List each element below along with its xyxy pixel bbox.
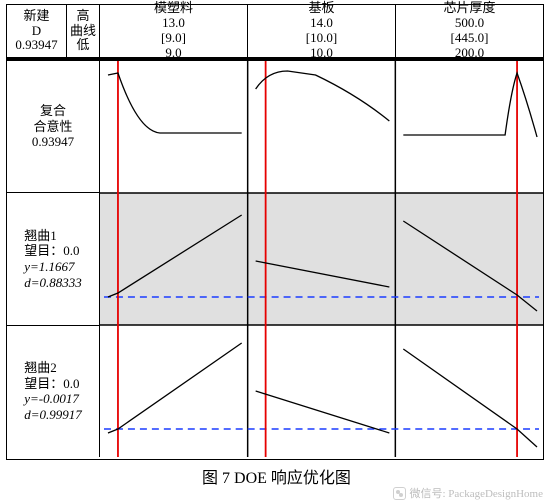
- doe-plot-frame: 新建 D 0.93947 高 曲线 低 模塑料 13.0 [9.0] 9.0 基…: [6, 4, 544, 460]
- rl2-1: 望目：0.0: [24, 376, 82, 392]
- fac2-hi: 500.0: [455, 16, 484, 31]
- header-row: 新建 D 0.93947 高 曲线 低 模塑料 13.0 [9.0] 9.0 基…: [7, 5, 543, 61]
- header-newblock: 新建 D 0.93947: [7, 5, 67, 57]
- header-factor-1: 基板 14.0 [10.0] 10.0: [248, 5, 396, 57]
- row-label-2-inner: 翘曲2 望目：0.0 y=-0.0017 d=0.99917: [24, 360, 82, 422]
- row-label-0: 复合 合意性 0.93947: [7, 61, 99, 193]
- rl0-1: 合意性: [32, 119, 74, 135]
- hcl-lo: 低: [76, 38, 89, 53]
- header-factor-0: 模塑料 13.0 [9.0] 9.0: [100, 5, 248, 57]
- rl0-2: 0.93947: [32, 134, 74, 150]
- fac2-mid: [445.0]: [451, 31, 489, 46]
- rl1-2: y=1.1667: [24, 259, 82, 275]
- watermark: 微信号: PackageDesignHome: [393, 485, 544, 501]
- hcl-mid: 曲线: [70, 24, 96, 39]
- fac2-lo: 200.0: [455, 46, 484, 61]
- fac1-mid: [10.0]: [306, 31, 337, 46]
- row-label-1: 翘曲1 望目：0.0 y=1.1667 d=0.88333: [7, 193, 99, 325]
- hdr-new-l3: 0.93947: [15, 38, 57, 53]
- fac0-hi: 13.0: [162, 16, 185, 31]
- row-label-2: 翘曲2 望目：0.0 y=-0.0017 d=0.99917: [7, 326, 99, 457]
- header-factor-2: 芯片厚度 500.0 [445.0] 200.0: [396, 5, 543, 57]
- fac0-mid: [9.0]: [161, 31, 186, 46]
- hdr-new-l2: D: [32, 24, 41, 39]
- watermark-text: 微信号: PackageDesignHome: [410, 485, 544, 501]
- fac1-lo: 10.0: [310, 46, 333, 61]
- hcl-hi: 高: [76, 9, 89, 24]
- plot-body: 复合 合意性 0.93947 翘曲1 望目：0.0 y=1.1667 d=0.8…: [7, 61, 543, 457]
- fac2-name: 芯片厚度: [443, 1, 495, 16]
- row-label-0-inner: 复合 合意性 0.93947: [32, 103, 74, 150]
- rl2-2: y=-0.0017: [24, 391, 82, 407]
- plot-grid: [100, 61, 543, 457]
- fac1-name: 基板: [308, 1, 334, 16]
- rl1-1: 望目：0.0: [24, 243, 82, 259]
- plot-svg: [100, 61, 543, 457]
- hdr-new-l1: 新建: [23, 9, 49, 24]
- fac0-lo: 9.0: [165, 46, 181, 61]
- rl1-0: 翘曲1: [24, 228, 82, 244]
- rl2-0: 翘曲2: [24, 360, 82, 376]
- fac0-name: 模塑料: [154, 1, 193, 16]
- header-hcl: 高 曲线 低: [67, 5, 100, 57]
- row-labels-column: 复合 合意性 0.93947 翘曲1 望目：0.0 y=1.1667 d=0.8…: [7, 61, 100, 457]
- rl0-0: 复合: [32, 103, 74, 119]
- rl2-3: d=0.99917: [24, 407, 82, 423]
- fac1-hi: 14.0: [310, 16, 333, 31]
- row-label-1-inner: 翘曲1 望目：0.0 y=1.1667 d=0.88333: [24, 228, 82, 290]
- rl1-3: d=0.88333: [24, 275, 82, 291]
- wechat-icon: [393, 487, 406, 500]
